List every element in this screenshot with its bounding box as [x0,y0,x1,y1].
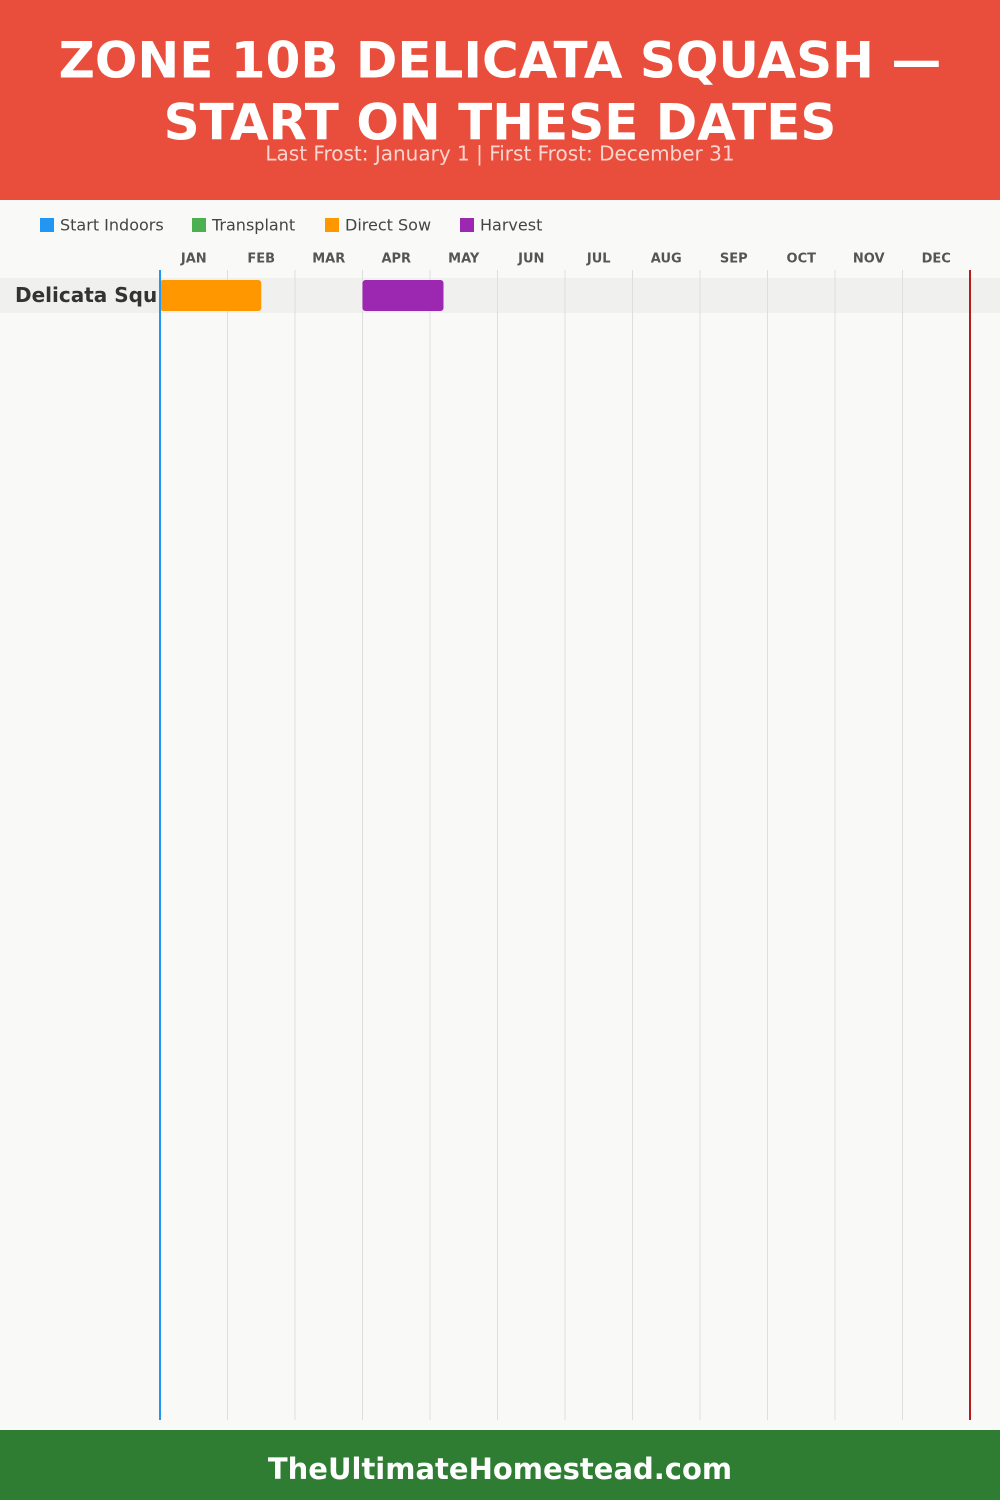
title-line: START ON THESE DATES [164,94,837,152]
month-label: FEB [247,252,275,267]
month-label: DEC [922,252,951,267]
legend-swatch [40,218,54,232]
legend-label: Transplant [211,216,295,235]
month-label: MAY [448,252,480,267]
footer: TheUltimateHomestead.com [268,1452,732,1486]
legend-label: Start Indoors [60,216,164,235]
row-label: Delicata Squ [15,283,157,307]
month-label: NOV [853,252,885,267]
month-label: SEP [720,252,748,267]
month-label: JAN [180,252,207,267]
bar [160,280,262,311]
bar [362,280,444,311]
legend-label: Harvest [480,216,542,235]
legend-swatch [460,218,474,232]
legend-swatch [192,218,206,232]
subtitle: Last Frost: January 1 | First Frost: Dec… [265,142,734,166]
month-label: OCT [787,252,817,267]
header [0,0,1000,200]
month-label: APR [381,252,411,267]
month-label: AUG [651,252,682,267]
legend-label: Direct Sow [345,216,431,235]
month-label: JUL [586,252,611,267]
month-label: MAR [312,252,345,267]
legend-swatch [325,218,339,232]
footer-bar [0,1430,1000,1500]
month-label: JUN [517,252,544,267]
title-line: ZONE 10B DELICATA SQUASH — [59,32,942,90]
